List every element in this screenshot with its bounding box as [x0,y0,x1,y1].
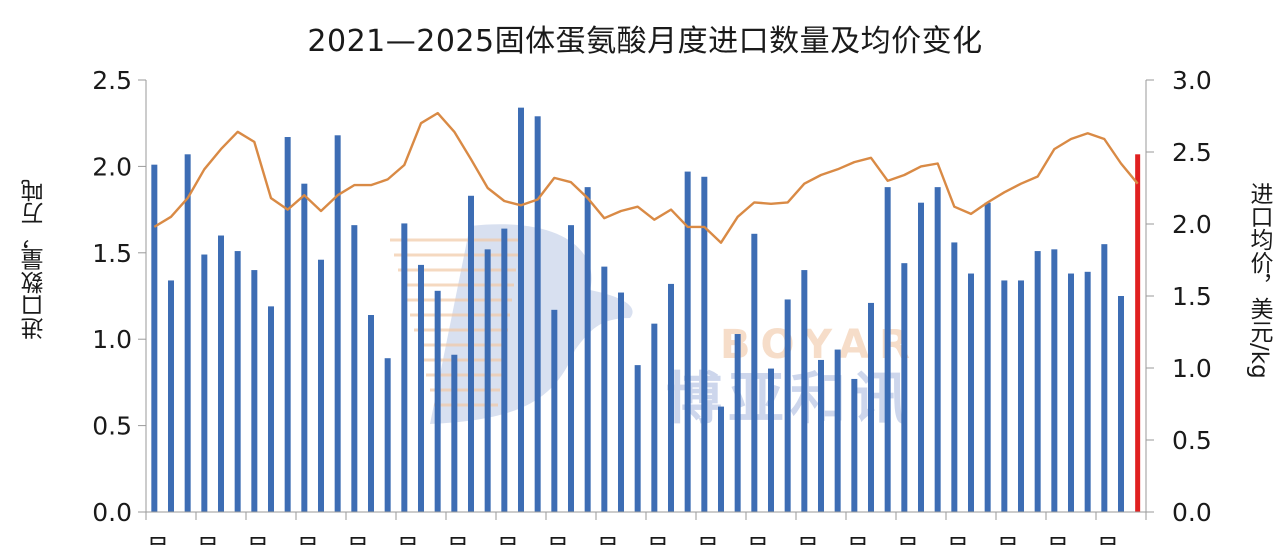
y-tick-label-right: 2.0 [1172,210,1212,239]
x-tick-label: 月 [246,534,270,545]
x-tick-label: 月 [546,534,570,545]
bar [651,323,658,512]
bar [534,116,541,513]
y-tick-label-left: 0.5 [92,412,132,441]
x-tick-label: 月 [696,534,720,545]
x-tick-label: 月 [1096,534,1120,545]
bar [668,283,674,512]
bar [184,154,191,512]
bar [151,164,158,512]
bar [434,290,441,512]
y-tick-label-right: 1.0 [1172,354,1212,383]
bar [634,365,641,512]
y-axis-label-right: 进口均价，美元/kg [1246,181,1272,379]
x-tick-label: 月 [146,534,170,545]
x-tick-label: 月 [446,534,470,545]
bar [284,137,291,513]
bar [234,251,241,512]
bar [718,406,724,512]
x-tick-label: 月 [946,534,970,545]
bar [1101,244,1108,512]
bar [818,359,824,512]
bar [601,266,608,512]
y-tick-label-left: 0.0 [92,498,132,527]
y-tick-label-right: 0.5 [1172,426,1212,455]
y-tick-label-left: 2.5 [92,66,132,95]
bar [884,187,891,513]
bar [351,225,358,513]
x-tick-label: 月 [496,534,520,545]
x-tick-label: 月 [196,534,220,545]
x-tick-label: 月 [846,534,870,545]
bar [568,225,574,513]
bar [484,249,491,512]
bar [984,202,991,513]
x-tick-label: 月 [796,534,820,545]
y-tick-label-right: 0.0 [1172,498,1212,527]
bar [618,292,624,512]
x-tick-label: 月 [746,534,770,545]
bar [551,309,558,512]
x-tick-label: 月 [996,534,1020,545]
bar [1018,280,1024,512]
price-line [153,111,1139,244]
x-tick-label: 月 [596,534,620,545]
bar [734,334,741,512]
x-tick-label: 月 [896,534,920,545]
y-tick-label-right: 2.5 [1172,138,1212,167]
bar [518,107,524,512]
x-tick-label: 月 [396,534,420,545]
bar [951,242,958,512]
bar [701,176,708,512]
bar [968,273,974,512]
bar [1084,271,1091,512]
bar [218,235,224,512]
bar [1001,280,1008,512]
bar [418,264,424,512]
bar [468,195,474,512]
bar [584,187,591,513]
x-tick-label: 月 [346,534,370,545]
bar [934,187,941,513]
bar [918,202,924,513]
bar [784,299,791,512]
bar [801,270,808,512]
y-tick-label-right: 3.0 [1172,66,1212,95]
bar [901,263,908,512]
bar [751,233,758,513]
bar [1118,296,1124,512]
x-tick-label: 月 [296,534,320,545]
bar [868,302,874,512]
y-tick-label-left: 1.5 [92,239,132,268]
bar-latest [1135,154,1141,512]
bar [851,378,858,512]
bar [384,358,391,512]
y-tick-label-left: 1.0 [92,325,132,354]
bar [268,306,274,512]
bar [451,354,458,512]
bar [201,254,208,512]
bar [1068,273,1074,512]
y-tick-label-left: 2.0 [92,152,132,181]
bar [401,223,408,512]
bar [1034,251,1041,512]
bar [251,270,258,512]
bar [368,315,374,512]
y-tick-label-right: 1.5 [1172,282,1212,311]
chart-title: 2021—2025固体蛋氨酸月度进口数量及均价变化 [307,24,983,59]
bar [1051,249,1058,512]
bar [168,280,174,512]
bar [334,135,341,512]
bar [301,183,308,512]
bar [318,259,324,512]
bar [834,349,841,512]
bar [768,368,774,512]
bar [684,171,691,513]
x-tick-label: 月 [1046,534,1070,545]
x-tick-label: 月 [646,534,670,545]
bar [501,228,508,512]
